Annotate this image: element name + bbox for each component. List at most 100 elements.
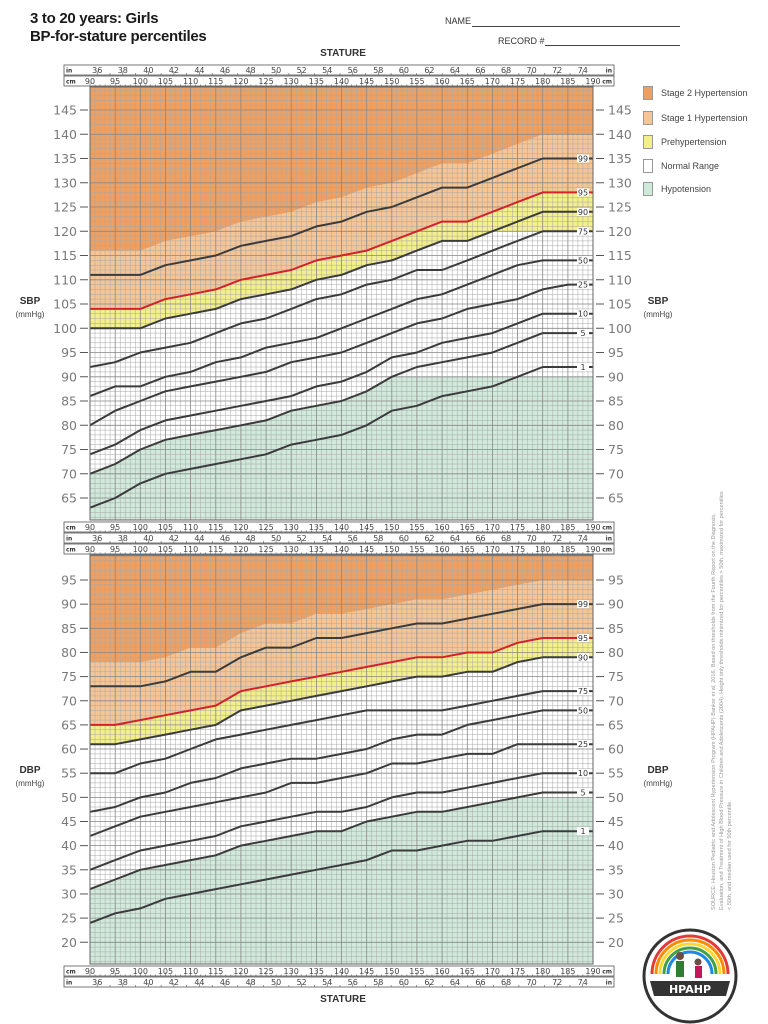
percentile-label-bg [577,256,589,265]
dbp-axis-label-right: DBP [647,765,669,776]
ruler-in-label: 48 [245,534,255,543]
ruler-cm-label: 175 [510,523,525,532]
percentile-label-75: 75 [578,687,588,696]
legend-swatch [643,86,653,100]
ruler-in-label: 64 [450,66,460,75]
legend-label: Prehypertension [661,137,727,147]
percentile-curve-95 [90,191,593,310]
y-tick-label-right: 85 [608,394,624,409]
ruler-in-label: 38 [118,534,128,543]
logo-text: HPAHP [669,983,711,996]
y-tick-label-left: 75 [61,442,77,457]
name-field[interactable] [472,26,680,27]
y-tick-label-left: 135 [53,151,77,166]
ruler-in-label: 48 [245,66,255,75]
y-tick-label-left: 30 [61,886,77,901]
ruler-cm-label: 155 [409,967,424,976]
ruler-cm-label: 160 [434,967,449,976]
percentile-label-bg [577,329,589,338]
ruler-in-label: 54 [322,66,332,75]
y-tick-label-right: 105 [608,297,632,312]
ruler-cm-label: 140 [334,967,349,976]
ruler-cm-label: 185 [560,523,575,532]
percentile-curve-95 [90,637,593,726]
name-label: NAME [445,16,472,26]
ruler-unit: in [606,68,612,75]
ruler-cm-label: 130 [284,523,299,532]
y-tick-label-left: 105 [53,297,77,312]
ruler-in-label: 62 [424,978,434,987]
y-tick-label-left: 115 [53,248,77,263]
dbp-panel: 99 95 90 75 50 25 10 5 1 20 20 25 25 30 30 35 35 40 40 45 45… [61,554,624,965]
hpahp-logo: HPAHP [642,928,738,1024]
y-tick-label-left: 85 [61,621,77,636]
ruler-cm-label: 140 [334,523,349,532]
ruler-cm-label: 130 [284,77,299,86]
ruler-box [63,64,615,76]
ruler-cm-label: 140 [334,545,349,554]
ruler-cm-label: 120 [233,77,248,86]
ruler-unit: cm [602,525,612,532]
ruler-cm-label: 125 [258,967,273,976]
ruler-box [63,521,615,533]
ruler-cm-label: 175 [510,77,525,86]
percentile-label-bg [577,154,589,163]
ruler-cm-label: 95 [110,523,120,532]
ruler-unit: cm [66,547,76,554]
ruler-in-label: 60 [399,534,409,543]
y-tick-label-left: 110 [53,272,77,287]
legend-label: Stage 1 Hypertension [661,113,748,123]
ruler-cm-label: 120 [233,523,248,532]
percentile-label-bg [577,309,589,318]
panel-border [89,554,594,965]
ruler-in-label: 46 [220,978,230,987]
ruler-in-label: 44 [194,534,204,543]
ruler-unit: cm [66,969,76,976]
y-tick-label-right: 65 [608,491,624,506]
y-tick-label-right: 50 [608,790,624,805]
ruler-cm-label: 185 [560,967,575,976]
y-tick-label-right: 45 [608,814,624,829]
y-tick-label-left: 65 [61,717,77,732]
ruler-in-label: 54 [322,534,332,543]
y-tick-label-left: 85 [61,394,77,409]
y-tick-label-right: 55 [608,766,624,781]
ruler-cm-label: 125 [258,523,273,532]
ruler-unit: in [66,536,72,543]
ruler-in-label: 36 [92,978,102,987]
ruler-in-label: 44 [194,66,204,75]
ruler-cm-label: 100 [133,545,148,554]
percentile-curve-10 [89,772,593,871]
percentile-curve-50 [89,709,593,813]
y-tick-label-left: 70 [61,693,77,708]
ruler-in-label: 60 [399,66,409,75]
y-tick-label-right: 140 [608,127,632,142]
ruler-in-label: 60 [399,978,409,987]
y-tick-label-right: 115 [608,248,632,263]
ruler-cm-label: 180 [535,77,550,86]
ruler-cm-label: 155 [409,523,424,532]
ruler-cm-label: 135 [309,967,324,976]
y-tick-label-right: 65 [608,717,624,732]
ruler-cm-label: 190 [585,77,600,86]
ruler-in-label: 70 [527,66,537,75]
ruler-cm-label: 90 [85,77,95,86]
ruler-cm-label: 180 [535,967,550,976]
y-tick-label-left: 120 [53,224,77,239]
ruler-in-label: 46 [220,534,230,543]
ruler-in-label: 42 [169,534,179,543]
ruler-cm-label: 105 [158,545,173,554]
record-field[interactable] [545,45,680,46]
ruler-cm-label: 165 [460,967,475,976]
ruler-cm-label: 120 [233,967,248,976]
percentile-label-75: 75 [578,227,588,236]
legend-label: Hypotension [661,184,712,194]
percentile-label-bg [577,600,589,609]
ruler-in-label: 40 [143,978,153,987]
ruler-in-label: 52 [297,534,307,543]
ruler-cm-label: 110 [183,523,198,532]
y-tick-label-left: 80 [61,645,77,660]
ruler-in-label: 50 [271,66,281,75]
